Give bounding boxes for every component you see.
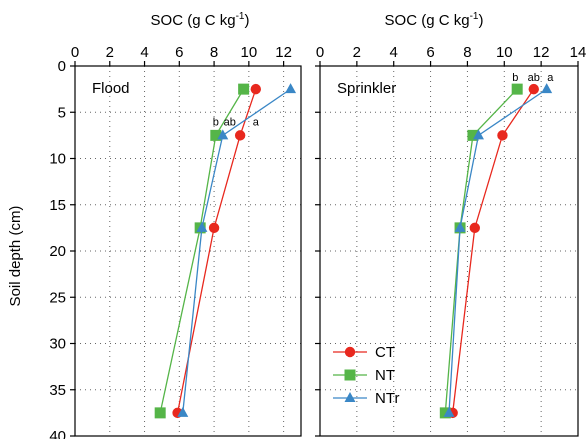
series-nt xyxy=(154,83,250,419)
x-tick-label: 10 xyxy=(241,44,258,61)
data-point-ntr xyxy=(177,406,189,417)
legend-label: NT xyxy=(375,367,395,384)
y-tick-label: 0 xyxy=(58,58,66,75)
y-tick-label: 30 xyxy=(49,336,66,353)
data-point-ct xyxy=(497,130,508,141)
panel-sprinkler: 0 2 4 6 8 10 12 14 SOC (g C kg-1) Sprinkler b ab a xyxy=(315,11,587,437)
x-tick-label: 6 xyxy=(175,44,183,61)
x-tick-label: 12 xyxy=(533,44,550,61)
y-tick-label: 35 xyxy=(49,382,66,399)
data-point-ct xyxy=(250,83,261,95)
series-line-ct xyxy=(176,88,257,414)
x-axis-title: SOC (g C kg-1) xyxy=(151,11,250,29)
x-tick-label: 0 xyxy=(316,44,324,61)
x-tick-label: 4 xyxy=(140,44,148,61)
x-tick-label: 8 xyxy=(210,44,218,61)
data-point-nt xyxy=(238,83,250,95)
data-point-nt xyxy=(511,83,523,95)
data-point-ntr xyxy=(217,129,229,140)
legend-label: NTr xyxy=(375,390,399,407)
panel-label: Sprinkler xyxy=(337,80,396,97)
y-tick-label: 40 xyxy=(49,428,66,439)
data-point-nt xyxy=(439,407,451,419)
significance-letter: a xyxy=(547,72,554,84)
legend-marker-ct xyxy=(344,346,356,358)
series-ct xyxy=(172,83,261,419)
series-line-nt xyxy=(159,88,245,414)
y-tick-label: 20 xyxy=(49,243,66,260)
series-line-ntr xyxy=(182,88,291,413)
data-point-nt xyxy=(467,129,479,141)
x-tick-label: 2 xyxy=(106,44,114,61)
series-line-ct xyxy=(452,88,535,413)
data-point-ct xyxy=(469,222,480,234)
significance-letter: a xyxy=(253,117,260,129)
significance-letter: ab xyxy=(224,117,236,129)
significance-letter: b xyxy=(512,72,518,84)
legend-marker-ntr xyxy=(344,392,356,402)
y-tick-label: 10 xyxy=(49,151,66,168)
legend-label: CT xyxy=(375,344,395,361)
x-tick-label: 4 xyxy=(390,44,398,61)
series-ntr xyxy=(443,83,553,417)
data-point-ntr xyxy=(285,83,297,94)
data-point-ntr xyxy=(541,83,553,94)
x-tick-label: 10 xyxy=(496,44,513,61)
legend-marker-nt xyxy=(344,369,356,381)
series-ntr xyxy=(177,83,297,417)
x-tick-label: 14 xyxy=(570,44,587,61)
significance-letter: b xyxy=(213,117,219,129)
x-tick-label: 0 xyxy=(71,44,79,61)
plot-frame xyxy=(74,65,302,437)
data-point-ntr xyxy=(196,221,208,232)
x-tick-label: 12 xyxy=(275,44,292,61)
data-point-ct xyxy=(208,222,220,234)
y-axis-title: Soil depth (cm) xyxy=(7,206,24,307)
x-tick-label: 2 xyxy=(353,44,361,61)
data-point-ntr xyxy=(454,221,466,232)
data-point-ntr xyxy=(443,406,455,417)
panel-flood: 0 2 4 6 8 10 12 0 5 10 15 20 25 30 35 40 SOC (g C kg-1) F… xyxy=(49,11,302,439)
plot-frame xyxy=(319,65,579,437)
series-line-ntr xyxy=(448,88,548,413)
data-point-ntr xyxy=(472,129,484,140)
data-point-nt xyxy=(210,129,222,141)
significance-letter: ab xyxy=(528,72,540,84)
data-point-ct xyxy=(528,83,539,95)
legend: CT NT NTr xyxy=(333,344,399,407)
y-tick-label: 15 xyxy=(49,197,66,214)
y-tick-label: 5 xyxy=(58,104,66,121)
data-point-ct xyxy=(234,130,246,141)
panel-label: Flood xyxy=(92,80,130,97)
x-axis-title: SOC (g C kg-1) xyxy=(385,11,484,29)
data-point-nt xyxy=(154,407,166,419)
x-tick-label: 8 xyxy=(463,44,471,61)
series-line-nt xyxy=(444,88,518,413)
y-tick-label: 25 xyxy=(49,289,66,306)
x-tick-label: 6 xyxy=(426,44,434,61)
